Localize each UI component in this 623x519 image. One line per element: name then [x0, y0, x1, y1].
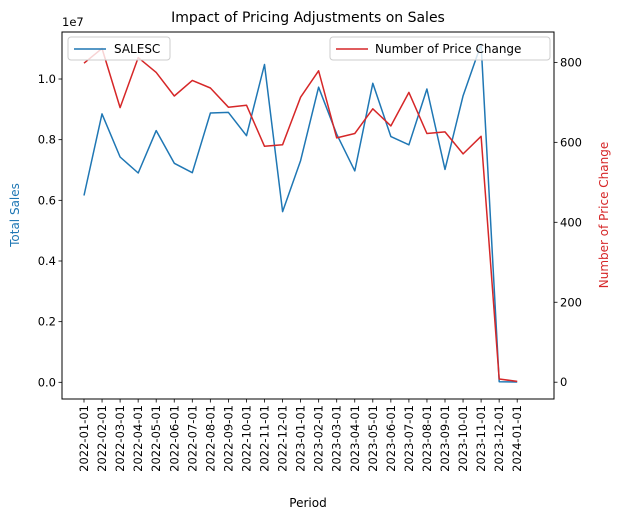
- x-tick-label: 2022-02-01: [95, 405, 109, 472]
- x-tick-label: 2022-01-01: [77, 405, 91, 472]
- x-tick-label: 2023-12-01: [492, 405, 506, 472]
- right-tick-label: 200: [560, 295, 582, 309]
- x-tick-label: 2023-08-01: [420, 405, 434, 472]
- x-tick-label: 2022-06-01: [167, 405, 181, 472]
- left-tick-label: 0.6: [38, 193, 56, 207]
- x-tick-label: 2023-09-01: [438, 405, 452, 472]
- x-tick-label: 2023-04-01: [348, 405, 362, 472]
- x-tick-label: 2022-09-01: [221, 405, 235, 472]
- right-tick-label: 0: [560, 375, 567, 389]
- left-tick-label: 1.0: [38, 72, 56, 86]
- chart-title: Impact of Pricing Adjustments on Sales: [171, 10, 445, 26]
- salesc-series-line: [83, 43, 518, 383]
- legend-salesc: SALESC: [67, 36, 171, 61]
- x-tick-label: 2022-12-01: [276, 405, 290, 472]
- plot-frame: [61, 31, 555, 400]
- left-tick-label: 0.0: [38, 375, 56, 389]
- x-tick-label: 2023-05-01: [366, 405, 380, 472]
- left-axis-offset-label: 1e7: [62, 15, 84, 29]
- plot-area: 0.0 0.2 0.4 0.6 0.8 1.0 0 200 400 600 800 2022-01-0…: [38, 31, 582, 472]
- x-tick-label: 2023-11-01: [474, 405, 488, 472]
- x-tick-label: 2023-10-01: [456, 405, 470, 472]
- x-tick-label: 2022-07-01: [185, 405, 199, 472]
- left-tick-label: 0.4: [38, 254, 56, 268]
- right-axis-label: Number of Price Change: [597, 142, 611, 288]
- x-tick-label: 2022-04-01: [131, 405, 145, 472]
- legend-salesc-label: SALESC: [114, 42, 160, 56]
- x-tick-label: 2024-01-01: [510, 405, 524, 472]
- x-tick-label: 2023-06-01: [384, 405, 398, 472]
- x-tick-label: 2022-03-01: [113, 405, 127, 472]
- left-tick-label: 0.8: [38, 133, 56, 147]
- right-tick-label: 400: [560, 215, 582, 229]
- x-tick-label: 2023-01-01: [294, 405, 308, 472]
- x-tick-label: 2022-08-01: [203, 405, 217, 472]
- price-change-series-line: [83, 47, 518, 383]
- legend-price-change-label: Number of Price Change: [375, 42, 521, 56]
- x-tick-label: 2022-05-01: [149, 405, 163, 472]
- x-axis-label: Period: [289, 496, 326, 510]
- left-tick-label: 0.2: [38, 315, 56, 329]
- x-tick-label: 2023-07-01: [402, 405, 416, 472]
- x-tick-label: 2023-02-01: [312, 405, 326, 472]
- x-tick-label: 2023-03-01: [330, 405, 344, 472]
- x-tick-label: 2022-11-01: [258, 405, 272, 472]
- right-tick-label: 800: [560, 55, 582, 69]
- legend-price-change: Number of Price Change: [329, 36, 551, 61]
- legend-salesc-frame: [67, 36, 171, 61]
- left-axis-label: Total Sales: [8, 183, 22, 248]
- right-tick-label: 600: [560, 135, 582, 149]
- legend-price-change-frame: [329, 36, 551, 61]
- x-tick-label: 2022-10-01: [240, 405, 254, 472]
